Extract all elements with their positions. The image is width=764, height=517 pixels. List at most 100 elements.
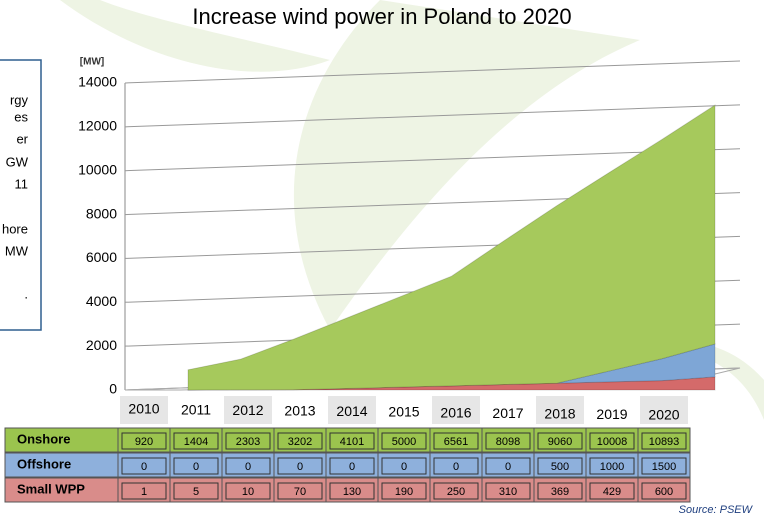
cell-value: 0 <box>401 461 407 473</box>
x-tick-label: 2015 <box>388 404 419 420</box>
grid-line <box>124 148 741 172</box>
y-unit: [MW] <box>80 57 104 68</box>
grid-line <box>124 60 741 84</box>
decoration <box>600 341 764 420</box>
cell-inner <box>173 482 219 500</box>
source: Source: PSEW <box>679 504 754 516</box>
cell-inner <box>537 457 583 475</box>
side-note-text: MW <box>5 243 29 258</box>
cell-inner <box>485 482 531 500</box>
cell-value: 130 <box>343 486 361 498</box>
x-tick-label: 2012 <box>232 402 263 418</box>
year-box <box>432 396 480 424</box>
cell-value: 9060 <box>548 436 572 448</box>
cell-inner <box>225 432 271 450</box>
cell-inner <box>225 457 271 475</box>
year-box <box>276 396 324 424</box>
cell-inner <box>225 482 271 500</box>
x-tick-label: 2010 <box>128 401 159 417</box>
row-label-bg <box>4 427 119 453</box>
cell-inner <box>381 432 427 450</box>
side-note-box <box>0 59 42 331</box>
year-box <box>588 396 636 424</box>
side-note-text: rgy <box>10 92 29 107</box>
y-tick-label: 6000 <box>86 249 117 265</box>
cell-value: 369 <box>551 486 569 498</box>
legend-label: Small WPP <box>17 481 85 496</box>
cell-inner <box>589 482 635 500</box>
cell-value: 4101 <box>340 436 364 448</box>
cell-inner <box>433 457 479 475</box>
cell-value: 1 <box>141 486 147 498</box>
y-tick-label: 4000 <box>86 293 117 309</box>
cell-value: 2303 <box>236 436 260 448</box>
side-note-text: GW <box>6 154 29 169</box>
cell-value: 310 <box>499 486 517 498</box>
y-tick-label: 8000 <box>86 205 117 221</box>
cell-inner <box>537 482 583 500</box>
year-box <box>120 396 168 424</box>
cell-inner <box>121 457 167 475</box>
cell-inner <box>277 482 323 500</box>
cell-inner <box>641 482 687 500</box>
decoration <box>293 0 640 330</box>
chart-title: Increase wind power in Poland to 2020 <box>192 4 571 29</box>
side-note-text: er <box>16 131 28 146</box>
side-note-text: . <box>24 286 28 301</box>
cell-inner <box>173 432 219 450</box>
x-tick-label: 2020 <box>648 407 679 423</box>
year-box <box>380 396 428 424</box>
cell-inner <box>589 457 635 475</box>
cell-value: 8098 <box>496 436 520 448</box>
x-tick-label: 2011 <box>181 401 211 417</box>
cell-inner <box>329 482 375 500</box>
cell-inner <box>485 432 531 450</box>
cell-value: 10893 <box>649 436 680 448</box>
cell-inner <box>121 432 167 450</box>
legend-label: Offshore <box>17 456 71 471</box>
cell-value: 0 <box>349 461 355 473</box>
cell-inner <box>433 482 479 500</box>
cell-inner <box>641 432 687 450</box>
year-box <box>328 396 376 424</box>
cell-inner <box>277 457 323 475</box>
cell-value: 500 <box>551 461 569 473</box>
cell-inner <box>277 432 323 450</box>
y-tick-label: 10000 <box>78 161 117 177</box>
year-box <box>224 396 272 424</box>
cell-inner <box>381 457 427 475</box>
cell-inner <box>641 457 687 475</box>
cell-value: 5 <box>193 486 199 498</box>
x-tick-label: 2013 <box>284 403 315 419</box>
cell-value: 250 <box>447 486 465 498</box>
cell-value: 190 <box>395 486 413 498</box>
cell-value: 1000 <box>600 461 624 473</box>
cell-value: 5000 <box>392 436 416 448</box>
x-tick-label: 2017 <box>492 405 523 421</box>
cell-inner <box>485 457 531 475</box>
y-tick-label: 2000 <box>86 337 117 353</box>
y-tick-label: 14000 <box>78 74 117 90</box>
cell-value: 0 <box>141 461 147 473</box>
year-box <box>172 396 220 424</box>
cell-inner <box>433 432 479 450</box>
row-label-bg <box>4 477 119 503</box>
cell-value: 600 <box>655 486 673 498</box>
cell-value: 1404 <box>184 436 208 448</box>
decoration <box>60 0 330 72</box>
cell-value: 70 <box>294 486 306 498</box>
grid-line <box>124 104 741 128</box>
cell-inner <box>381 482 427 500</box>
cell-value: 920 <box>135 436 153 448</box>
legend-label: Onshore <box>17 431 70 446</box>
area <box>187 104 716 391</box>
side-note-text: 11 <box>15 176 29 191</box>
x-tick-label: 2016 <box>440 404 471 420</box>
side-note-text: es <box>14 109 28 124</box>
cell-value: 0 <box>297 461 303 473</box>
cell-inner <box>589 432 635 450</box>
cell-inner <box>173 457 219 475</box>
x-tick-label: 2014 <box>336 403 367 419</box>
cell-value: 0 <box>193 461 199 473</box>
